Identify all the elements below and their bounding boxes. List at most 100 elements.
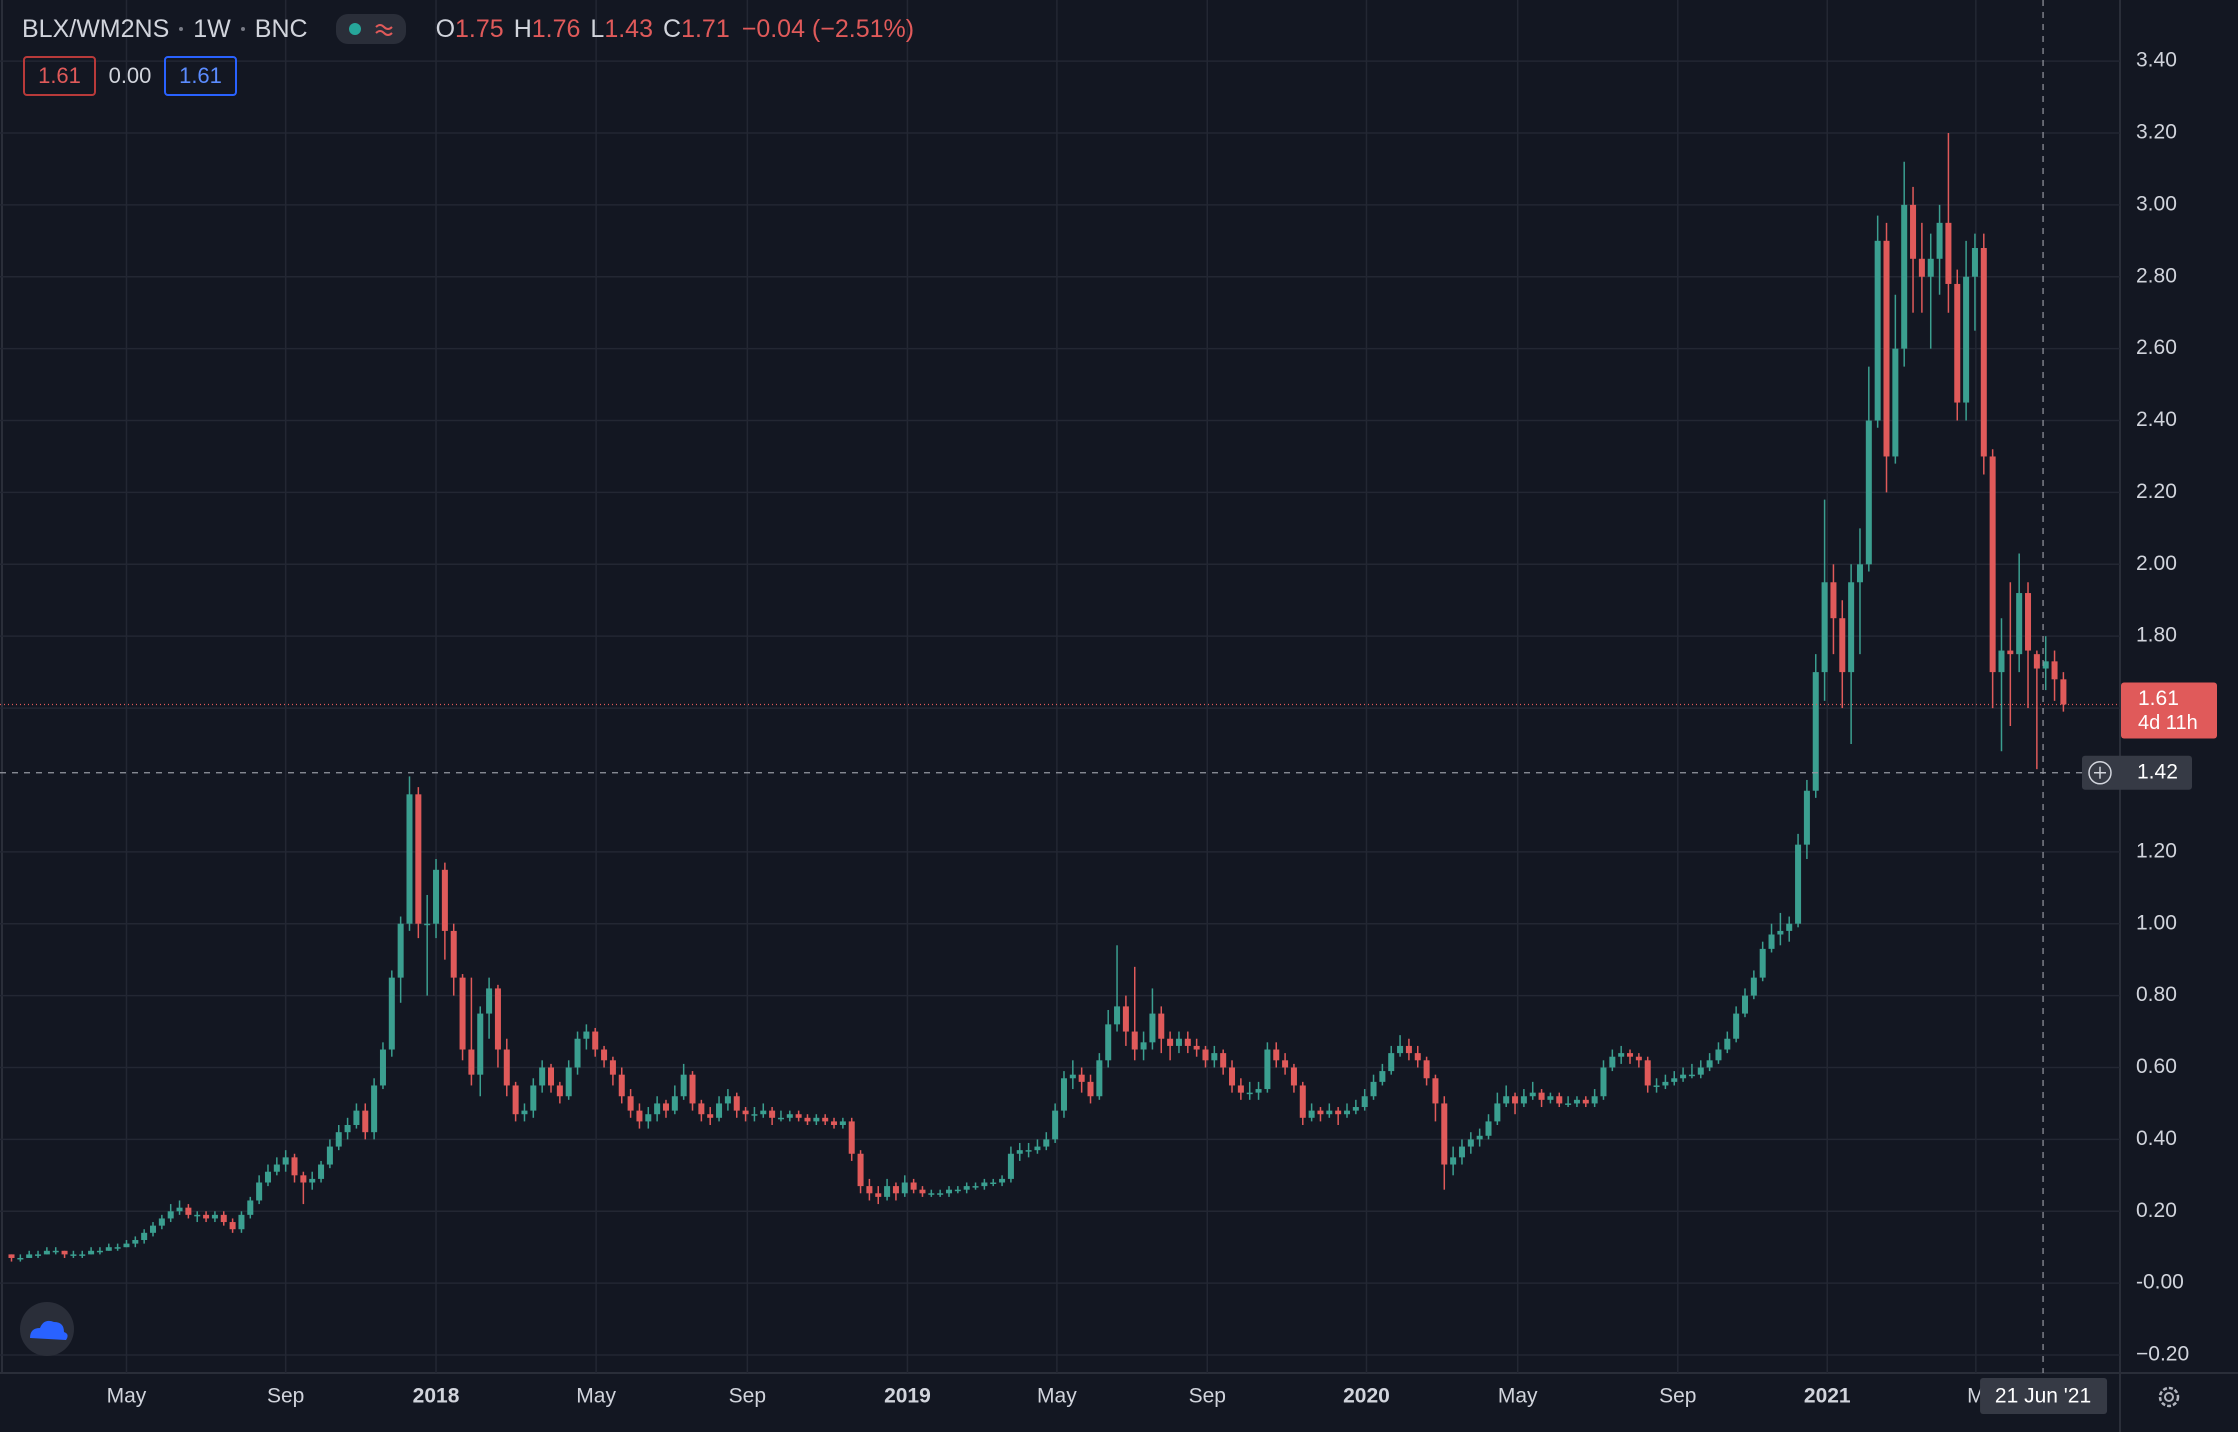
candle-body	[1980, 248, 1987, 457]
open-label: O	[435, 14, 456, 43]
candle-body	[1175, 1038, 1182, 1046]
candle-body	[910, 1182, 917, 1190]
candle-body	[1503, 1096, 1510, 1104]
candle-body	[1184, 1038, 1191, 1046]
candle-body	[2060, 679, 2067, 705]
y-tick-label: 2.80	[2136, 264, 2177, 287]
candle-body	[415, 794, 422, 924]
candle-body	[1565, 1103, 1572, 1105]
candle-body	[1786, 923, 1793, 931]
candle-body	[1025, 1150, 1032, 1152]
x-tick-label: 2018	[413, 1385, 460, 1408]
candle-body	[848, 1121, 855, 1154]
candle-body	[1618, 1053, 1625, 1057]
candle-body	[831, 1121, 838, 1125]
candle-body	[35, 1254, 42, 1256]
candle-body	[1671, 1078, 1678, 1082]
candle-body	[264, 1171, 271, 1183]
candle-body	[1264, 1049, 1271, 1090]
x-tick-label: May	[1037, 1385, 1077, 1408]
candle-body	[1573, 1099, 1580, 1104]
candle-body	[1034, 1146, 1041, 1151]
candle-body	[1680, 1074, 1687, 1079]
candle-body	[2007, 650, 2014, 655]
last-price-box	[2121, 682, 2217, 739]
candle-body	[1122, 1006, 1129, 1032]
plot-area	[0, 0, 2120, 1373]
candle-body	[689, 1074, 696, 1104]
candle-body	[1750, 977, 1757, 996]
candle-body	[1361, 1096, 1368, 1108]
candle-body	[1998, 650, 2005, 673]
countdown-label: 4d 11h	[2138, 712, 2198, 734]
candle-body	[901, 1182, 908, 1194]
candle-body	[990, 1182, 997, 1185]
symbol[interactable]: BLX/WM2NS	[22, 14, 170, 43]
candle-body	[203, 1214, 210, 1219]
y-tick-label: 1.20	[2136, 839, 2177, 862]
candle-body	[1096, 1060, 1103, 1097]
candle-body	[486, 988, 493, 1014]
candle-body	[919, 1189, 926, 1194]
status-dot	[348, 23, 361, 35]
close-value: 1.71	[681, 14, 730, 43]
settings-button[interactable]	[2158, 1386, 2180, 1408]
y-tick-label: 2.20	[2136, 480, 2177, 503]
candle-body	[1927, 258, 1934, 277]
indicator-value: 1.61	[23, 56, 96, 96]
candle-body	[1795, 844, 1802, 924]
low-value: 1.43	[604, 14, 653, 43]
low-label: L	[590, 14, 605, 43]
candle-body	[309, 1178, 316, 1183]
candle-body	[353, 1110, 360, 1125]
candle-body	[1582, 1099, 1589, 1104]
candle-body	[539, 1067, 546, 1086]
candle-body	[406, 794, 413, 924]
high-value: 1.76	[531, 14, 581, 43]
status-toggle[interactable]	[335, 14, 406, 44]
candle-body	[1512, 1096, 1519, 1104]
candle-body	[751, 1114, 758, 1116]
candle-body	[1600, 1067, 1607, 1097]
candle-body	[468, 1049, 475, 1075]
candle-body	[1149, 1013, 1156, 1043]
candle-body	[999, 1178, 1006, 1183]
crosshair-y-box	[2082, 755, 2192, 790]
candle-body	[1635, 1056, 1642, 1061]
candle-body	[1016, 1150, 1023, 1154]
add-alert-button[interactable]	[2088, 761, 2112, 785]
candle-body	[150, 1225, 157, 1233]
candle-body	[777, 1117, 784, 1120]
x-tick-label: May	[107, 1385, 147, 1408]
candle-body	[1874, 240, 1881, 421]
candle-body	[839, 1121, 846, 1125]
candle-body	[1856, 564, 1863, 583]
candle-body	[724, 1096, 731, 1104]
candle-body	[1405, 1045, 1412, 1054]
candle-body	[105, 1247, 112, 1251]
candle-body	[1220, 1053, 1227, 1068]
wave-icon	[374, 24, 393, 36]
candle-body	[698, 1103, 705, 1115]
y-tick-label: 0.80	[2136, 983, 2177, 1006]
candle-body	[1458, 1146, 1465, 1158]
candle-body	[1591, 1096, 1598, 1104]
y-tick-label: 0.40	[2136, 1127, 2177, 1150]
candle-body	[592, 1031, 599, 1050]
candle-body	[344, 1124, 351, 1133]
candle-body	[238, 1214, 245, 1230]
candle-body	[167, 1211, 174, 1219]
interval[interactable]: 1W	[193, 14, 231, 43]
candle-body	[981, 1182, 988, 1187]
candle-body	[1989, 456, 1996, 673]
candle-body	[627, 1096, 634, 1111]
candle-body	[1237, 1085, 1244, 1093]
candle-body	[1414, 1053, 1421, 1061]
y-tick-label: 0.60	[2136, 1055, 2177, 1078]
candle-body	[645, 1114, 652, 1122]
candle-body	[583, 1031, 590, 1039]
candle-body	[937, 1193, 944, 1195]
candle-body	[618, 1074, 625, 1097]
candle-body	[1114, 1006, 1121, 1025]
